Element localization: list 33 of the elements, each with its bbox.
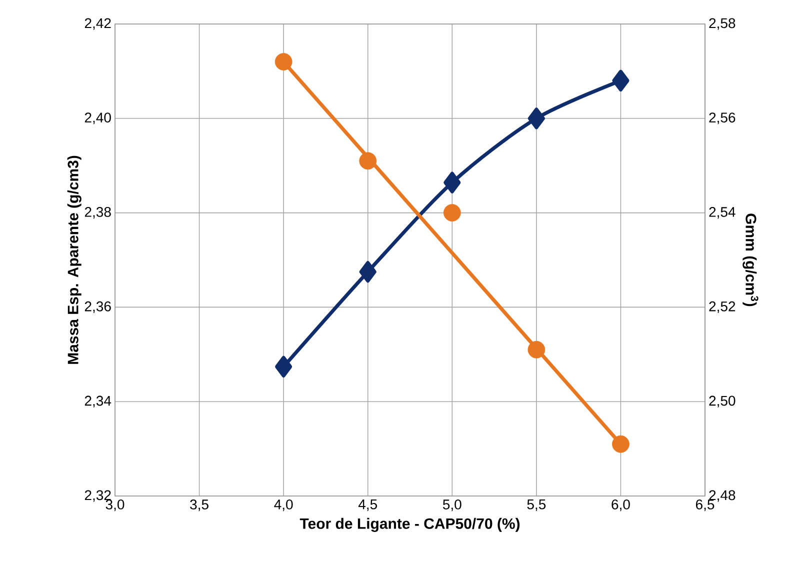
- point: [274, 53, 292, 70]
- point: [275, 356, 292, 378]
- point: [528, 108, 545, 130]
- y2-tick-label: 2,52: [709, 301, 736, 313]
- point: [443, 204, 461, 222]
- x-tick-label: 3,5: [190, 500, 208, 512]
- point: [612, 70, 630, 92]
- y2-tick-label: 2,54: [709, 207, 736, 219]
- point: [359, 260, 376, 283]
- y2-axis-title: Gmm (g/cm$^{3}$): [742, 214, 758, 306]
- y-tick-label: 2,32: [84, 490, 111, 502]
- x-axis-title: Teor de Ligante - CAP50/70 (%): [300, 518, 520, 532]
- x-tick-label: 3,0: [106, 500, 124, 512]
- y2-tick-label: 2,50: [709, 396, 736, 408]
- x-tick-label: 5,5: [527, 500, 546, 511]
- x-tick-label: 4,5: [358, 500, 378, 511]
- y2-tick-label: 2,48: [709, 490, 736, 502]
- y2-tick-label: 2,56: [709, 112, 736, 124]
- y-axis-title: Massa Esp. Aparente (g/cm3): [67, 156, 82, 364]
- point: [359, 152, 377, 170]
- point: [528, 340, 546, 358]
- y2-tick-label: 2,58: [709, 18, 736, 30]
- x-tick-label: 6,5: [696, 500, 714, 512]
- y-tick-label: 2,38: [84, 207, 111, 219]
- y-tick-label: 2,40: [84, 112, 111, 124]
- x-tick-label: 5,0: [442, 500, 462, 512]
- point: [612, 435, 630, 453]
- y-tick-label: 2,34: [84, 396, 112, 408]
- x-tick-label: 6,0: [612, 500, 630, 512]
- y-tick-label: 2,42: [84, 18, 111, 30]
- y-tick-label: 2,36: [84, 301, 111, 313]
- point: [444, 172, 461, 194]
- x-tick-label: 4,0: [274, 500, 293, 512]
